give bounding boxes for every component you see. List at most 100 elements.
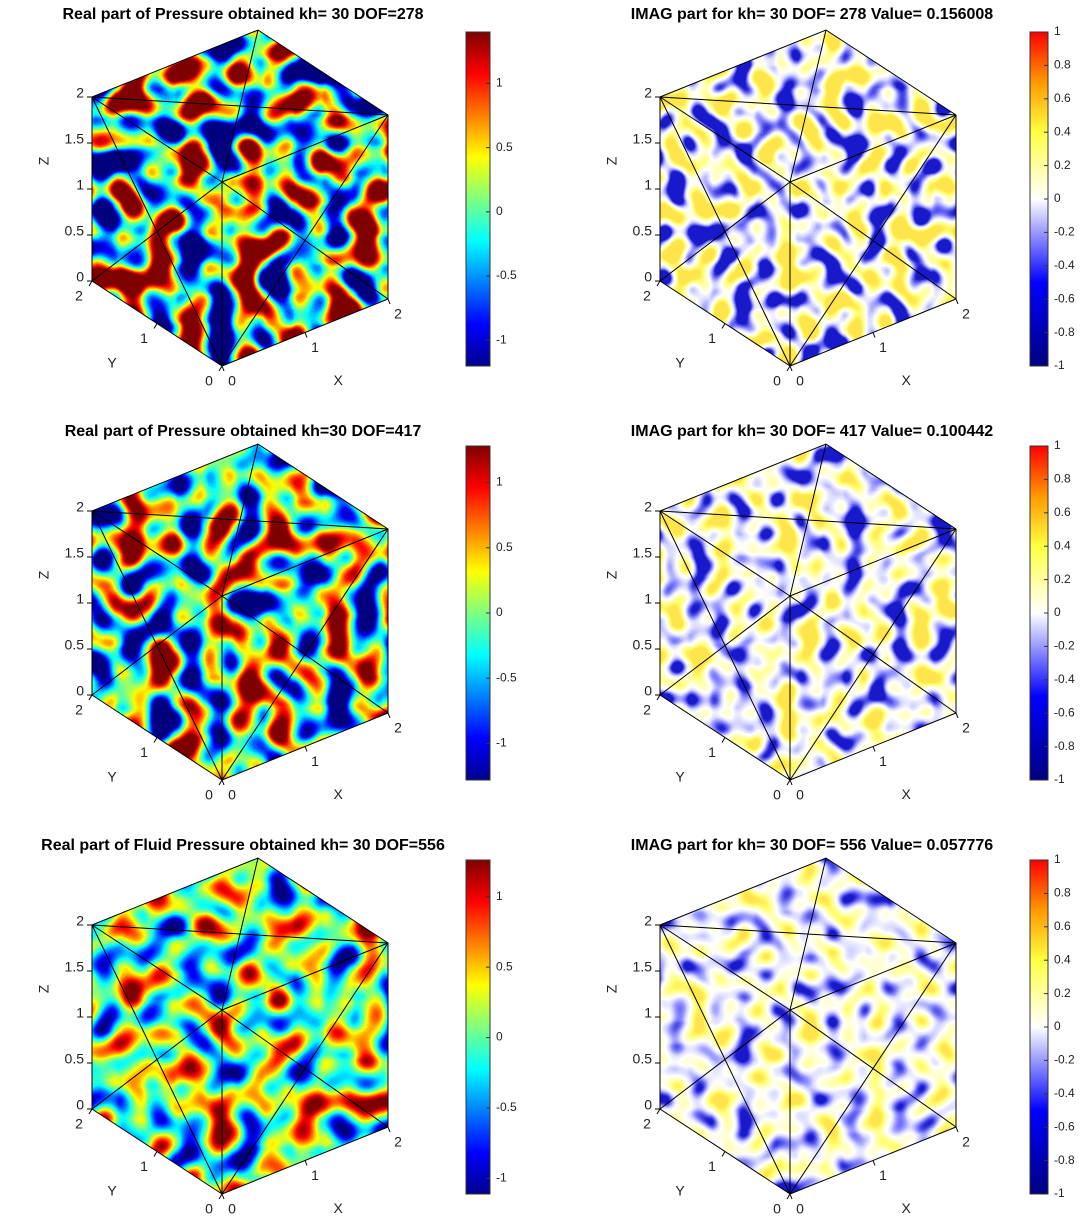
colorbar-tick-label: 1: [496, 76, 503, 90]
x-tick: [387, 1126, 391, 1133]
x-axis-label: X: [334, 1200, 344, 1216]
z-axis-label: Z: [36, 156, 52, 165]
x-tick: [789, 779, 793, 786]
y-tick: [656, 280, 661, 287]
y-tick: [721, 323, 726, 329]
x-tick: [789, 365, 793, 372]
z-tick-label: 2: [76, 499, 84, 515]
y-tick-label: 1: [708, 744, 716, 760]
y-tick-label: 0: [205, 373, 213, 389]
y-tick-label: 1: [708, 1158, 716, 1174]
y-tick: [153, 1151, 158, 1157]
colorbar-tick-label: 0.4: [1054, 538, 1071, 552]
colorbar-tick-label: -0.2: [1054, 1053, 1075, 1067]
x-tick-label: 2: [962, 1134, 970, 1150]
x-axis-label: X: [334, 786, 344, 802]
subplot-title: Real part of Fluid Pressure obtained kh=…: [41, 837, 445, 854]
x-tick-label: 2: [394, 720, 402, 736]
y-tick-label: 1: [708, 330, 716, 346]
colorbar-tick-label: -0.8: [1054, 325, 1075, 339]
x-axis-label: X: [902, 372, 912, 388]
colorbar-tick-label: 0.5: [496, 140, 513, 154]
colorbar-tick-label: -1: [1054, 358, 1065, 372]
y-tick: [786, 1193, 791, 1200]
y-axis-label: Y: [107, 355, 117, 371]
y-tick: [88, 694, 93, 701]
x-tick-label: 2: [394, 1134, 402, 1150]
y-tick-label: 1: [140, 1158, 148, 1174]
x-tick-label: 1: [879, 1167, 887, 1183]
y-tick: [153, 323, 158, 329]
cube-edge: [91, 510, 223, 597]
y-tick-label: 2: [643, 1116, 651, 1132]
y-tick-label: 2: [643, 288, 651, 304]
cube-edge: [659, 181, 791, 282]
z-tick-label: 2: [644, 913, 652, 929]
cube-edge: [221, 181, 389, 300]
cube-edge: [91, 181, 223, 282]
y-tick-label: 0: [773, 373, 781, 389]
cube-edge: [659, 510, 791, 597]
y-tick-label: 0: [205, 1201, 213, 1217]
z-tick-label: 1: [644, 591, 652, 607]
surface: [92, 30, 388, 366]
z-tick-label: 1.5: [65, 959, 85, 975]
z-tick-label: 0: [644, 1097, 652, 1113]
cube-edge: [789, 1009, 957, 1128]
x-tick: [221, 779, 225, 786]
cube-edge: [91, 96, 389, 116]
cube-edge: [91, 96, 223, 183]
subplot-title: Real part of Pressure obtained kh=30 DOF…: [65, 423, 422, 440]
z-tick-label: 2: [644, 499, 652, 515]
colorbar-tick-label: -0.6: [1054, 705, 1075, 719]
y-axis-label: Y: [107, 1183, 117, 1199]
cube-edge: [789, 181, 957, 300]
cube-edge: [659, 924, 957, 944]
colorbar-tick-label: 0.5: [496, 540, 513, 554]
z-tick-label: 0: [76, 1097, 84, 1113]
x-tick-label: 2: [962, 306, 970, 322]
colorbar-tick-label: 0: [496, 1030, 503, 1044]
colorbar-tick-label: -1: [1054, 1186, 1065, 1200]
colorbar-tick-label: -0.6: [1054, 291, 1075, 305]
subplot-title: Real part of Pressure obtained kh= 30 DO…: [62, 6, 423, 23]
colorbar-tick-label: 0.8: [1054, 58, 1071, 72]
y-tick: [88, 280, 93, 287]
z-tick-label: 1: [76, 1005, 84, 1021]
cube-edge: [221, 114, 389, 183]
cube-edge: [789, 595, 957, 714]
y-tick: [656, 694, 661, 701]
x-tick-label: 0: [228, 373, 236, 389]
z-tick-label: 1: [644, 1005, 652, 1021]
surface: [660, 858, 956, 1194]
colorbar-tick-label: 0.2: [1054, 986, 1071, 1000]
y-tick: [153, 737, 158, 743]
x-axis-label: X: [902, 786, 912, 802]
y-tick: [721, 737, 726, 743]
surface: [660, 444, 956, 780]
colorbar-tick-label: -0.5: [496, 670, 517, 684]
x-axis-label: X: [902, 1200, 912, 1216]
colorbar-tick-label: -0.2: [1054, 639, 1075, 653]
cube-edge: [659, 96, 791, 183]
x-tick: [872, 1160, 876, 1166]
y-tick: [218, 365, 223, 372]
z-axis-label: Z: [604, 570, 620, 579]
cube-edge: [789, 528, 957, 597]
colorbar-tick-label: -0.2: [1054, 225, 1075, 239]
y-tick: [88, 1108, 93, 1115]
colorbar-tick-label: -1: [496, 332, 507, 346]
x-tick-label: 0: [228, 1201, 236, 1217]
y-tick-label: 2: [75, 702, 83, 718]
y-tick-label: 1: [140, 744, 148, 760]
surface: [660, 30, 956, 366]
y-tick-label: 1: [140, 330, 148, 346]
colorbar-tick-label: 0.8: [1054, 472, 1071, 486]
z-tick-label: 2: [76, 85, 84, 101]
cube-edge: [91, 924, 223, 1011]
x-tick-label: 1: [311, 753, 319, 769]
x-tick-label: 0: [796, 373, 804, 389]
z-tick-label: 2: [644, 85, 652, 101]
z-axis-label: Z: [604, 156, 620, 165]
subplot-title: IMAG part for kh= 30 DOF= 278 Value= 0.1…: [631, 6, 994, 23]
